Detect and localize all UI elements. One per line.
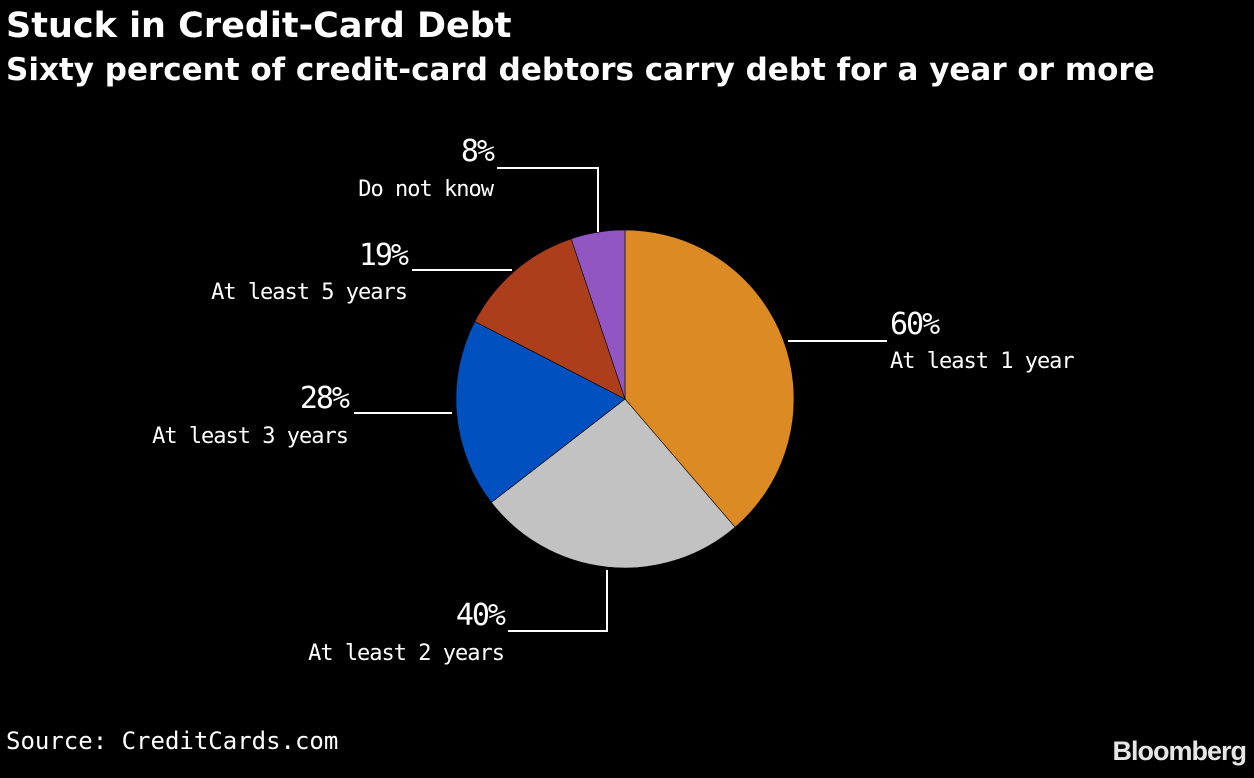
value-label-at-least-3-years: 28% <box>300 381 350 416</box>
category-label-at-least-2-years: At least 2 years <box>308 641 504 666</box>
source-note: Source: CreditCards.com <box>6 727 339 755</box>
value-label-at-least-5-years: 19% <box>359 238 409 273</box>
chart-title: Stuck in Credit-Card Debt <box>6 6 512 46</box>
pie-slice-at-least-1-year <box>624 229 795 528</box>
value-label-do-not-know: 8% <box>461 134 495 169</box>
leader-line-do-not-know <box>497 167 599 232</box>
pie-slice-at-least-2-years <box>490 398 736 569</box>
pie-slice-at-least-3-years <box>455 321 626 503</box>
category-label-at-least-3-years: At least 3 years <box>152 424 348 449</box>
category-label-at-least-1-year: At least 1 year <box>890 349 1074 374</box>
leader-line-at-least-2-years <box>508 570 608 632</box>
category-label-at-least-5-years: At least 5 years <box>211 280 407 305</box>
pie-slice-at-least-5-years <box>474 238 626 400</box>
chart-subtitle: Sixty percent of credit-card debtors car… <box>6 52 1155 88</box>
pie-slice-do-not-know <box>570 229 626 400</box>
value-label-at-least-2-years: 40% <box>456 598 506 633</box>
value-label-at-least-1-year: 60% <box>890 307 940 342</box>
category-label-do-not-know: Do not know <box>358 177 494 202</box>
bloomberg-logo: Bloomberg <box>1112 736 1247 766</box>
